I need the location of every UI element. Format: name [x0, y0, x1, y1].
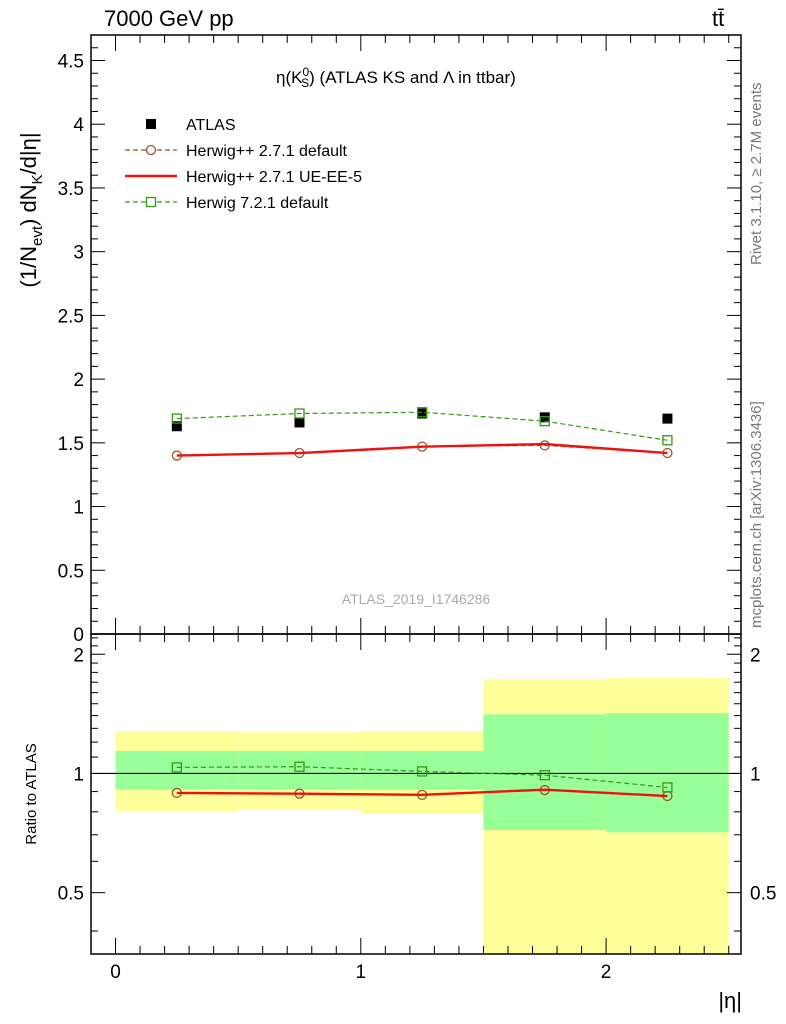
process-label: tt̄ [712, 6, 725, 31]
ratio-y-tick-label-left: 0.5 [58, 884, 84, 905]
main-y-tick-label: 3.5 [58, 179, 84, 200]
main-herwig721-point [294, 408, 305, 419]
x-tick-label: 2 [601, 962, 612, 983]
x-axis-label: |η| [718, 988, 742, 1013]
chart-title: η(K0 S) (ATLAS KS and Λ in ttbar) [276, 65, 516, 90]
main-series-line [176, 442, 668, 457]
legend-marker-circle [145, 144, 157, 156]
ratio-inner-band [115, 750, 239, 790]
legend-label: ATLAS [186, 117, 236, 134]
main-herwig721-point [662, 435, 673, 446]
ratio-y-tick-label-right: 2 [750, 645, 761, 666]
main-y-tick-label: 1.5 [58, 434, 84, 455]
main-y-tick-label: 2 [73, 370, 84, 391]
x-tick-label: 1 [356, 962, 367, 983]
x-tick-label: 0 [110, 962, 121, 983]
ratio-y-tick-label-left: 1 [73, 764, 84, 785]
legend-label: Herwig++ 2.7.1 default [186, 143, 348, 160]
ratio-herwig721-point [294, 761, 305, 772]
ratio-y-tick-label-right: 0.5 [750, 884, 776, 905]
energy-label: 7000 GeV pp [104, 6, 234, 31]
ratio-herwig721-point [539, 770, 550, 781]
legend-label: Herwig++ 2.7.1 UE-EE-5 [186, 169, 362, 186]
ratio-panel-series [171, 761, 673, 802]
ratio-inner-band [483, 714, 607, 830]
main-panel-series [171, 407, 673, 461]
main-atlas-point [662, 413, 673, 424]
main-y-tick-label: 3 [73, 243, 84, 264]
main-atlas-point [294, 417, 305, 428]
main-atlas-point [417, 408, 428, 419]
main-y-tick-label: 1 [73, 498, 84, 519]
ratio-uncertainty-bands [115, 678, 729, 954]
ratio-series-line [176, 788, 668, 798]
main-y-tick-label: 0.5 [58, 561, 84, 582]
mcplots-reference-label: mcplots.cern.ch [arXiv:1306.3436] [748, 401, 765, 628]
main-atlas-point [539, 412, 550, 423]
legend-marker-square [145, 196, 157, 208]
main-y-tick-label: 4 [73, 115, 84, 136]
main-series-line [176, 411, 668, 441]
main-panel-frame: 0 0.5 1 1.5 2 2.5 3 3.5 4 4.5 [58, 34, 742, 646]
ratio-herwig721-point [416, 766, 428, 777]
ratio-y-tick-label-left: 2 [73, 645, 84, 666]
ratio-herwig721-point [171, 762, 182, 773]
ratio-inner-band [238, 750, 361, 790]
analysis-watermark: ATLAS_2019_I1746286 [342, 591, 491, 607]
legend: ATLAS Herwig++ 2.7.1 default Herwig++ 2.7.… [125, 117, 362, 212]
legend-marker-atlas [146, 119, 156, 129]
main-y-tick-label: 2.5 [58, 306, 84, 327]
main-y-axis-label: (1/Nevt) dNK/d|η| [16, 132, 46, 287]
ratio-frame [90, 633, 742, 955]
main-herwig721-point [416, 407, 428, 418]
main-y-tick-label: 0 [73, 625, 84, 646]
ratio-herwig721-point [662, 782, 673, 793]
ratio-panel-frame: 0.5 0.5 1 1 2 2 0 1 2 [58, 633, 776, 983]
main-y-tick-label: 4.5 [58, 51, 84, 72]
main-herwig721-point [539, 416, 550, 427]
ratio-series-line [176, 766, 668, 789]
rivet-version-label: Rivet 3.1.10, ≥ 2.7M events [748, 83, 765, 266]
ratio-inner-band [606, 713, 729, 833]
ratio-y-axis-label: Ratio to ATLAS [23, 743, 40, 844]
ratio-y-tick-label-right: 1 [750, 764, 761, 785]
main-atlas-point [171, 421, 182, 432]
main-herwig721-point [171, 413, 182, 424]
legend-label: Herwig 7.2.1 default [186, 195, 329, 212]
